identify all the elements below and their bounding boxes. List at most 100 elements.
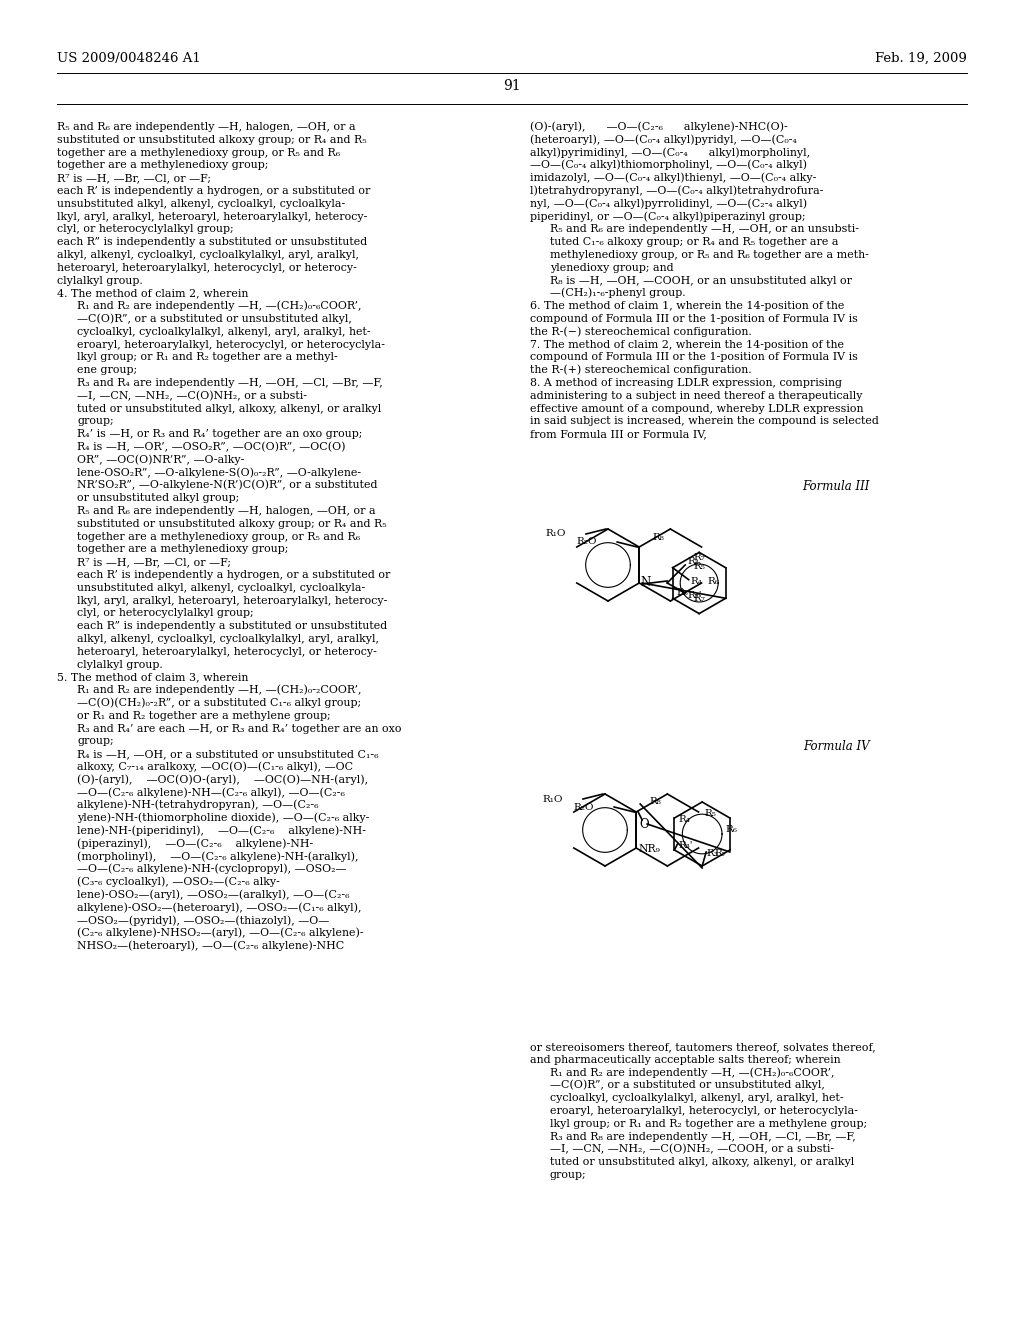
Text: lene)-NH-(piperidinyl),    —O—(C₂-₆    alkylene)-NH-: lene)-NH-(piperidinyl), —O—(C₂-₆ alkylen… (77, 825, 366, 836)
Text: alkyl)pyrimidinyl, —O—(C₀-₄      alkyl)morpholinyl,: alkyl)pyrimidinyl, —O—(C₀-₄ alkyl)morpho… (530, 147, 810, 157)
Text: lkyl group; or R₁ and R₂ together are a methylene group;: lkyl group; or R₁ and R₂ together are a … (550, 1119, 867, 1129)
Text: —I, —CN, —NH₂, —C(O)NH₂, —COOH, or a substi-: —I, —CN, —NH₂, —C(O)NH₂, —COOH, or a sub… (550, 1144, 835, 1155)
Text: —C(O)(CH₂)₀-₂R”, or a substituted C₁-₆ alkyl group;: —C(O)(CH₂)₀-₂R”, or a substituted C₁-₆ a… (77, 697, 361, 708)
Text: compound of Formula III or the 1-position of Formula IV is: compound of Formula III or the 1-positio… (530, 314, 858, 323)
Text: together are a methylenedioxy group, or R₅ and R₆: together are a methylenedioxy group, or … (77, 532, 360, 541)
Text: R₃': R₃' (687, 590, 701, 599)
Text: (O)-(aryl),    —OC(O)O-(aryl),    —OC(O)—NH-(aryl),: (O)-(aryl), —OC(O)O-(aryl), —OC(O)—NH-(a… (77, 775, 368, 785)
Text: —O—(C₂-₆ alkylene)-NH-(cyclopropyl), —OSO₂—: —O—(C₂-₆ alkylene)-NH-(cyclopropyl), —OS… (77, 863, 346, 874)
Text: and pharmaceutically acceptable salts thereof; wherein: and pharmaceutically acceptable salts th… (530, 1055, 841, 1065)
Text: O: O (639, 817, 649, 830)
Text: R₆: R₆ (726, 825, 737, 834)
Text: R₁O: R₁O (546, 529, 566, 539)
Text: NHSO₂—(heteroaryl), —O—(C₂-₆ alkylene)-NHC: NHSO₂—(heteroaryl), —O—(C₂-₆ alkylene)-N… (77, 941, 344, 952)
Text: R₅: R₅ (677, 587, 688, 597)
Text: R₃: R₃ (687, 557, 699, 565)
Text: each R’ is independently a hydrogen, or a substituted or: each R’ is independently a hydrogen, or … (77, 570, 390, 579)
Text: R⁷ is —H, —Br, —Cl, or —F;: R⁷ is —H, —Br, —Cl, or —F; (57, 173, 211, 183)
Text: —O—(C₂-₆ alkylene)-NH—(C₂-₆ alkyl), —O—(C₂-₆: —O—(C₂-₆ alkylene)-NH—(C₂-₆ alkyl), —O—(… (77, 787, 345, 797)
Text: each R” is independently a substituted or unsubstituted: each R” is independently a substituted o… (57, 238, 368, 247)
Text: alkyl, alkenyl, cycloalkyl, cycloalkylalkyl, aryl, aralkyl,: alkyl, alkenyl, cycloalkyl, cycloalkylal… (77, 634, 379, 644)
Text: (C₃-₆ cycloalkyl), —OSO₂—(C₂-₆ alky-: (C₃-₆ cycloalkyl), —OSO₂—(C₂-₆ alky- (77, 876, 280, 887)
Text: R₅ and R₆ are independently —H, —OH, or an unsubsti-: R₅ and R₆ are independently —H, —OH, or … (550, 224, 859, 235)
Text: 8. A method of increasing LDLR expression, comprising: 8. A method of increasing LDLR expressio… (530, 378, 842, 388)
Text: heteroaryl, heteroarylalkyl, heterocyclyl, or heterocy-: heteroaryl, heteroarylalkyl, heterocycly… (57, 263, 357, 273)
Text: from Formula III or Formula IV,: from Formula III or Formula IV, (530, 429, 707, 440)
Text: clylalkyl group.: clylalkyl group. (57, 276, 142, 285)
Text: US 2009/0048246 A1: US 2009/0048246 A1 (57, 51, 201, 65)
Text: lene)-OSO₂—(aryl), —OSO₂—(aralkyl), —O—(C₂-₆: lene)-OSO₂—(aryl), —OSO₂—(aralkyl), —O—(… (77, 890, 349, 900)
Text: the R-(−) stereochemical configuration.: the R-(−) stereochemical configuration. (530, 326, 752, 337)
Text: R₃ and R₄ are independently —H, —OH, —Cl, —Br, —F,: R₃ and R₄ are independently —H, —OH, —Cl… (77, 378, 383, 388)
Text: together are a methylenedioxy group;: together are a methylenedioxy group; (57, 161, 268, 170)
Text: R₈: R₈ (649, 797, 662, 807)
Text: group;: group; (77, 737, 114, 746)
Text: —O—(C₀-₄ alkyl)thiomorpholinyl, —O—(C₀-₄ alkyl): —O—(C₀-₄ alkyl)thiomorpholinyl, —O—(C₀-₄… (530, 160, 807, 170)
Text: the R-(+) stereochemical configuration.: the R-(+) stereochemical configuration. (530, 364, 752, 375)
Text: together are a methylenedioxy group;: together are a methylenedioxy group; (77, 544, 289, 554)
Text: nyl, —O—(C₀-₄ alkyl)pyrrolidinyl, —O—(C₂-₄ alkyl): nyl, —O—(C₀-₄ alkyl)pyrrolidinyl, —O—(C₂… (530, 198, 807, 209)
Text: R₇: R₇ (694, 594, 706, 603)
Text: alkoxy, C₇-₁₄ aralkoxy, —OC(O)—(C₁-₆ alkyl), —OC: alkoxy, C₇-₁₄ aralkoxy, —OC(O)—(C₁-₆ alk… (77, 762, 353, 772)
Text: compound of Formula III or the 1-position of Formula IV is: compound of Formula III or the 1-positio… (530, 352, 858, 363)
Text: cycloalkyl, cycloalkylalkyl, alkenyl, aryl, aralkyl, het-: cycloalkyl, cycloalkylalkyl, alkenyl, ar… (550, 1093, 844, 1104)
Text: Feb. 19, 2009: Feb. 19, 2009 (876, 51, 967, 65)
Text: R₁ and R₂ are independently —H, —(CH₂)₀-₆COOR’,: R₁ and R₂ are independently —H, —(CH₂)₀-… (77, 301, 361, 312)
Text: substituted or unsubstituted alkoxy group; or R₄ and R₅: substituted or unsubstituted alkoxy grou… (57, 135, 367, 145)
Text: —C(O)R”, or a substituted or unsubstituted alkyl,: —C(O)R”, or a substituted or unsubstitut… (77, 313, 352, 323)
Text: imidazolyl, —O—(C₀-₄ alkyl)thienyl, —O—(C₀-₄ alky-: imidazolyl, —O—(C₀-₄ alkyl)thienyl, —O—(… (530, 173, 816, 183)
Text: R₇: R₇ (714, 850, 726, 858)
Text: N: N (640, 577, 650, 590)
Text: unsubstituted alkyl, alkenyl, cycloalkyl, cycloalkyla-: unsubstituted alkyl, alkenyl, cycloalkyl… (77, 583, 366, 593)
Text: substituted or unsubstituted alkoxy group; or R₄ and R₅: substituted or unsubstituted alkoxy grou… (77, 519, 387, 529)
Text: R₂O: R₂O (577, 537, 597, 546)
Text: cycloalkyl, cycloalkylalkyl, alkenyl, aryl, aralkyl, het-: cycloalkyl, cycloalkylalkyl, alkenyl, ar… (77, 327, 371, 337)
Text: in said subject is increased, wherein the compound is selected: in said subject is increased, wherein th… (530, 416, 879, 426)
Text: R₄ is —H, —OH, or a substituted or unsubstituted C₁-₆: R₄ is —H, —OH, or a substituted or unsub… (77, 750, 379, 759)
Text: Formula IV: Formula IV (804, 741, 870, 752)
Text: R₄: R₄ (679, 816, 690, 825)
Text: methylenedioxy group, or R₅ and R₆ together are a meth-: methylenedioxy group, or R₅ and R₆ toget… (550, 249, 869, 260)
Text: ylenedioxy group; and: ylenedioxy group; and (550, 263, 674, 273)
Text: —I, —CN, —NH₂, —C(O)NH₂, or a substi-: —I, —CN, —NH₂, —C(O)NH₂, or a substi- (77, 391, 307, 401)
Text: (piperazinyl),    —O—(C₂-₆    alkylene)-NH-: (piperazinyl), —O—(C₂-₆ alkylene)-NH- (77, 838, 313, 849)
Text: heteroaryl, heteroarylalkyl, heterocyclyl, or heterocy-: heteroaryl, heteroarylalkyl, heterocycly… (77, 647, 377, 657)
Text: alkyl, alkenyl, cycloalkyl, cycloalkylalkyl, aryl, aralkyl,: alkyl, alkenyl, cycloalkyl, cycloalkylal… (57, 249, 359, 260)
Text: clyl, or heterocyclylalkyl group;: clyl, or heterocyclylalkyl group; (77, 609, 254, 618)
Text: R₇: R₇ (693, 553, 706, 561)
Text: R₅ and R₆ are independently —H, halogen, —OH, or a: R₅ and R₆ are independently —H, halogen,… (57, 121, 355, 132)
Text: ylene)-NH-(thiomorpholine dioxide), —O—(C₂-₆ alky-: ylene)-NH-(thiomorpholine dioxide), —O—(… (77, 813, 370, 824)
Text: R₅ and R₆ are independently —H, halogen, —OH, or a: R₅ and R₆ are independently —H, halogen,… (77, 506, 376, 516)
Text: —C(O)R”, or a substituted or unsubstituted alkyl,: —C(O)R”, or a substituted or unsubstitut… (550, 1080, 825, 1090)
Text: R₈ is —H, —OH, —COOH, or an unsubstituted alkyl or: R₈ is —H, —OH, —COOH, or an unsubstitute… (550, 276, 852, 285)
Text: NR₉: NR₉ (638, 843, 660, 854)
Text: eroaryl, heteroarylalkyl, heterocyclyl, or heterocyclyla-: eroaryl, heteroarylalkyl, heterocyclyl, … (550, 1106, 858, 1115)
Text: or R₁ and R₂ together are a methylene group;: or R₁ and R₂ together are a methylene gr… (77, 710, 331, 721)
Text: Formula III: Formula III (803, 480, 870, 492)
Text: alkylene)-NH-(tetrahydropyran), —O—(C₂-₆: alkylene)-NH-(tetrahydropyran), —O—(C₂-₆ (77, 800, 318, 810)
Text: 5. The method of claim 3, wherein: 5. The method of claim 3, wherein (57, 672, 249, 682)
Text: —OSO₂—(pyridyl), —OSO₂—(thiazolyl), —O—: —OSO₂—(pyridyl), —OSO₂—(thiazolyl), —O— (77, 915, 330, 925)
Text: R⁷ is —H, —Br, —Cl, or —F;: R⁷ is —H, —Br, —Cl, or —F; (77, 557, 231, 568)
Text: R₁ and R₂ are independently —H, —(CH₂)₀-₆COOR’,: R₁ and R₂ are independently —H, —(CH₂)₀-… (550, 1067, 835, 1077)
Text: tuted C₁-₆ alkoxy group; or R₄ and R₅ together are a: tuted C₁-₆ alkoxy group; or R₄ and R₅ to… (550, 238, 839, 247)
Text: lkyl group; or R₁ and R₂ together are a methyl-: lkyl group; or R₁ and R₂ together are a … (77, 352, 338, 363)
Text: R₁ and R₂ are independently —H, —(CH₂)₀-₂COOR’,: R₁ and R₂ are independently —H, —(CH₂)₀-… (77, 685, 361, 696)
Text: R₂O: R₂O (573, 803, 594, 812)
Text: 7. The method of claim 2, wherein the 14-position of the: 7. The method of claim 2, wherein the 14… (530, 339, 844, 350)
Text: R₄’ is —H, or R₃ and R₄’ together are an oxo group;: R₄’ is —H, or R₃ and R₄’ together are an… (77, 429, 362, 440)
Text: clyl, or heterocyclylalkyl group;: clyl, or heterocyclylalkyl group; (57, 224, 233, 235)
Text: R₄ is —H, —OR’, —OSO₂R”, —OC(O)R”, —OC(O): R₄ is —H, —OR’, —OSO₂R”, —OC(O)R”, —OC(O… (77, 442, 345, 451)
Text: 4. The method of claim 2, wherein: 4. The method of claim 2, wherein (57, 288, 249, 298)
Text: (C₂-₆ alkylene)-NHSO₂—(aryl), —O—(C₂-₆ alkylene)-: (C₂-₆ alkylene)-NHSO₂—(aryl), —O—(C₂-₆ a… (77, 928, 364, 939)
Text: piperidinyl, or —O—(C₀-₄ alkyl)piperazinyl group;: piperidinyl, or —O—(C₀-₄ alkyl)piperazin… (530, 211, 806, 222)
Text: each R” is independently a substituted or unsubstituted: each R” is independently a substituted o… (77, 622, 387, 631)
Text: NR’SO₂R”, —O-alkylene-N(R’)C(O)R”, or a substituted: NR’SO₂R”, —O-alkylene-N(R’)C(O)R”, or a … (77, 480, 378, 491)
Text: or unsubstituted alkyl group;: or unsubstituted alkyl group; (77, 494, 240, 503)
Text: each R’ is independently a hydrogen, or a substituted or: each R’ is independently a hydrogen, or … (57, 186, 371, 195)
Text: R₃: R₃ (707, 850, 718, 858)
Text: administering to a subject in need thereof a therapeutically: administering to a subject in need there… (530, 391, 862, 401)
Text: 6. The method of claim 1, wherein the 14-position of the: 6. The method of claim 1, wherein the 14… (530, 301, 845, 312)
Text: or stereoisomers thereof, tautomers thereof, solvates thereof,: or stereoisomers thereof, tautomers ther… (530, 1041, 876, 1052)
Text: OR”, —OC(O)NR’R”, —O-alky-: OR”, —OC(O)NR’R”, —O-alky- (77, 454, 245, 465)
